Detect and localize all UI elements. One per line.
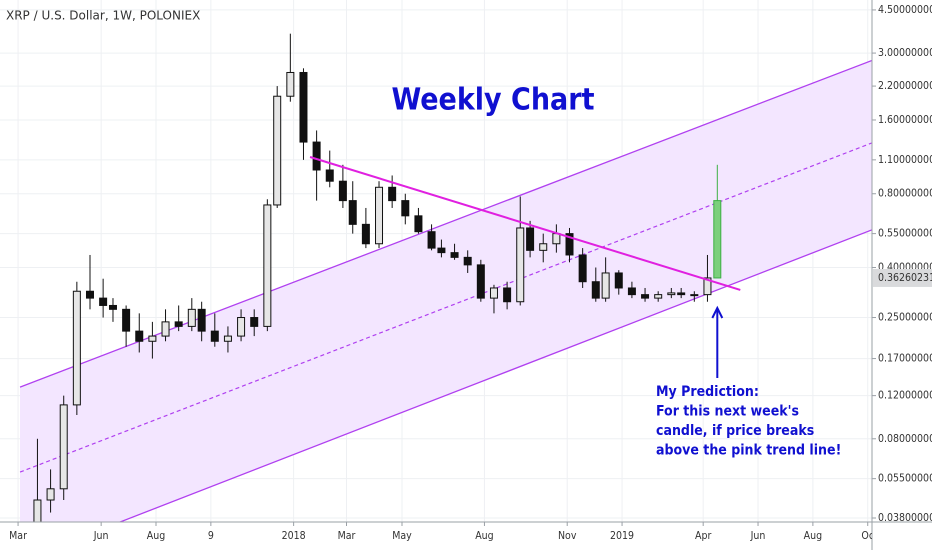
candle-body	[427, 231, 436, 249]
y-tick-label: 0.80000000	[878, 188, 932, 200]
y-tick-label: 0.12000000	[878, 390, 932, 402]
candle-body	[99, 297, 108, 306]
candle-body	[677, 292, 686, 296]
candle-body	[286, 71, 295, 97]
y-tick-label: 1.10000000	[878, 154, 932, 166]
candle-body	[489, 287, 498, 299]
y-tick-label: 3.00000000	[878, 47, 932, 59]
x-tick-label: 2018	[282, 530, 306, 542]
y-tick-label: 0.17000000	[878, 353, 932, 365]
y-tick-label: 0.55000000	[878, 228, 932, 240]
prediction-note: above the pink trend line!	[656, 443, 841, 459]
candle-body	[641, 294, 650, 299]
x-tick-label: May	[392, 530, 412, 542]
y-tick-label: 1.60000000	[878, 114, 932, 126]
candle-body	[135, 330, 144, 342]
candle-body	[552, 233, 561, 245]
x-tick-label: Jun	[93, 530, 109, 542]
candle-body	[338, 180, 347, 202]
candle-body	[174, 321, 183, 327]
candle-body	[361, 223, 370, 245]
candle-body	[401, 200, 410, 217]
x-tick-label: 9	[208, 530, 214, 542]
candle-body	[46, 488, 55, 501]
candle-body	[667, 292, 676, 296]
y-tick-label: 4.50000000	[878, 4, 932, 16]
candle-body	[614, 272, 623, 289]
candle-body	[526, 227, 535, 251]
candle-body	[72, 290, 81, 406]
candle-body	[161, 321, 170, 337]
x-tick-label: Jun	[750, 530, 766, 542]
candle-body	[703, 277, 712, 296]
x-tick-label: Oc	[861, 530, 874, 542]
candle-body	[197, 308, 206, 332]
channel-lower	[118, 229, 872, 522]
x-tick-label: Aug	[147, 530, 165, 542]
candle-body	[148, 335, 157, 342]
y-tick-label: 0.25000000	[878, 312, 932, 324]
candle-body	[476, 264, 485, 299]
candle-body	[122, 308, 131, 332]
candle-body	[312, 141, 321, 171]
y-tick-label: 2.20000000	[878, 80, 932, 92]
x-tick-label: Nov	[558, 530, 577, 542]
y-tick-label: 0.05500000	[878, 473, 932, 485]
x-tick-label: Aug	[475, 530, 493, 542]
x-tick-label: Apr	[695, 530, 711, 542]
candle-body	[59, 404, 68, 490]
candle-body	[414, 215, 423, 233]
candle-body	[388, 186, 397, 202]
annotation: Weekly Chart	[392, 83, 595, 118]
candle-body	[627, 287, 636, 296]
candle-body	[210, 330, 219, 342]
candle-body	[223, 335, 232, 342]
prediction-note: candle, if price breaks	[656, 423, 814, 439]
candle-body	[463, 256, 472, 266]
candle-body	[437, 247, 446, 254]
candle-body	[503, 287, 512, 303]
candle-body	[108, 304, 117, 310]
candle-body	[565, 233, 574, 256]
candle-body	[85, 290, 94, 299]
candle-body	[591, 281, 600, 299]
axes: Mar Jun Aug 9 2018 Mar May Aug Nov 2019 Apr Jun Aug O…	[9, 4, 932, 542]
arrow-head	[711, 305, 724, 319]
candle-body	[539, 243, 548, 251]
annotations: Weekly Chart My Prediction: For this next …	[392, 83, 842, 459]
candle-body	[578, 254, 587, 283]
candle-body	[325, 169, 334, 182]
candle-body	[450, 252, 459, 258]
last-price-label: 0.36260231	[878, 272, 932, 284]
x-tick-label: Mar	[338, 530, 356, 542]
y-tick-label: 0.08000000	[878, 433, 932, 445]
candle-body	[713, 200, 722, 279]
candle-body	[375, 186, 384, 245]
plot-area	[19, 33, 872, 522]
candle-body	[273, 95, 282, 206]
candle-body	[187, 308, 196, 327]
trend-line	[309, 156, 741, 291]
y-tick-label: 0.03800000	[878, 512, 932, 524]
candle-body	[690, 294, 699, 297]
candle-body	[250, 317, 259, 327]
candle-body	[299, 71, 308, 143]
prediction-note: For this next week's	[656, 404, 799, 420]
x-tick-label: 2019	[610, 530, 634, 542]
x-tick-label: Mar	[9, 530, 27, 542]
last-price-box	[873, 268, 932, 287]
x-tick-label: Aug	[804, 530, 822, 542]
candle-body	[348, 200, 357, 225]
prediction-note: My Prediction:	[656, 384, 759, 400]
candle-body	[654, 294, 663, 299]
channel-middle	[19, 142, 872, 473]
candle-body	[601, 272, 610, 299]
candle-body	[263, 204, 272, 327]
chart-title: XRP / U.S. Dollar, 1W, POLONIEX	[6, 9, 200, 23]
channel-fill	[20, 60, 872, 522]
candle-body	[237, 317, 246, 337]
candle-body	[516, 227, 525, 303]
